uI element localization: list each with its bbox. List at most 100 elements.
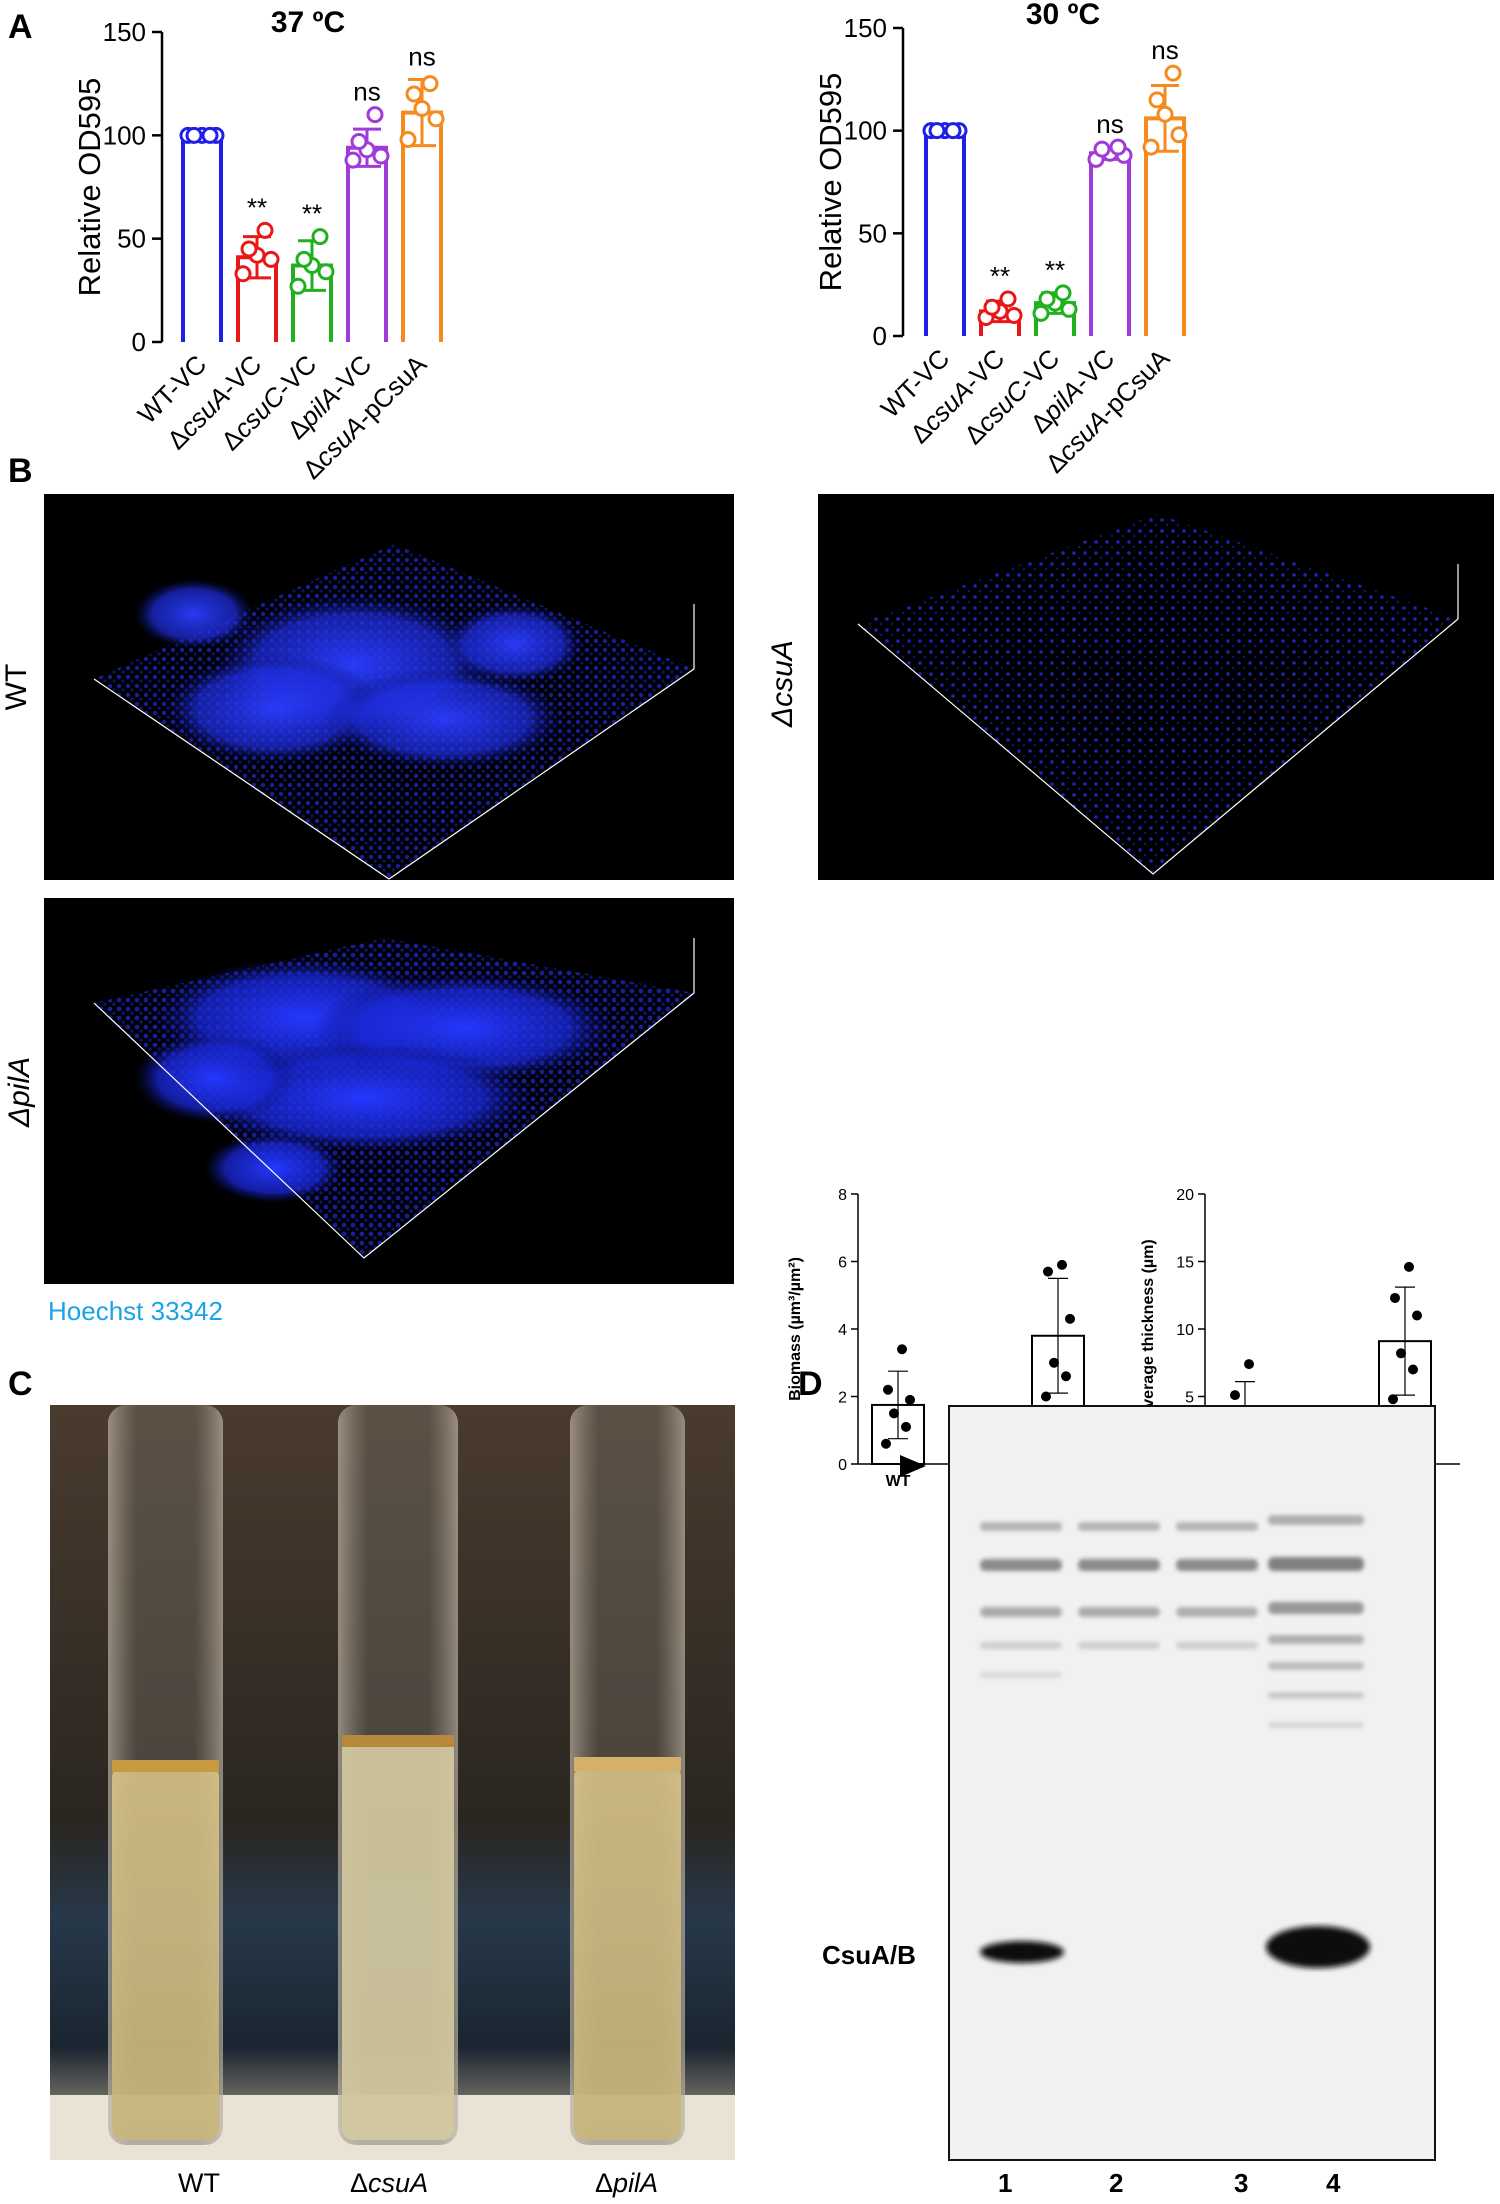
data-point (1244, 1359, 1254, 1370)
data-point (427, 110, 445, 128)
data-point (1054, 284, 1072, 302)
data-point (1148, 91, 1166, 109)
csua-band-label: CsuA/B (822, 1940, 916, 1970)
data-point (240, 240, 258, 258)
y-tick-label: 0 (873, 321, 887, 351)
y-axis-label: Average thickness (µm) (1140, 1239, 1157, 1418)
y-axis-label: Biomass (µm³/µm²) (787, 1257, 804, 1401)
y-axis-label: Relative OD595 (72, 78, 107, 297)
data-point (1032, 304, 1050, 322)
data-point (1412, 1310, 1422, 1321)
data-point (256, 221, 274, 239)
y-tick-label: 6 (838, 1255, 847, 1272)
y-axis-label: Relative OD595 (813, 73, 848, 292)
row-label-wt: WT (0, 663, 33, 711)
data-point (1390, 1292, 1400, 1303)
western-blot (948, 1405, 1436, 2161)
data-point (234, 265, 252, 283)
y-tick-label: 0 (838, 1457, 847, 1474)
data-point (350, 133, 368, 151)
data-point (1408, 1364, 1418, 1375)
data-point (1142, 138, 1160, 156)
significance-label: ns (353, 77, 380, 107)
y-tick-label: 50 (858, 218, 887, 248)
data-point (421, 75, 439, 93)
y-tick-label: 100 (844, 116, 887, 146)
panel-letter-a: A (8, 8, 33, 46)
y-tick-label: 20 (1176, 1187, 1194, 1204)
data-point (1005, 306, 1023, 324)
data-point (881, 1438, 891, 1449)
data-point (185, 126, 203, 144)
data-point (1170, 126, 1188, 144)
data-point (999, 290, 1017, 308)
data-point (311, 228, 329, 246)
y-tick-label: 8 (838, 1187, 847, 1204)
data-point (983, 298, 1001, 316)
lane-number-1: 1 (998, 2168, 1013, 2198)
data-point (1404, 1261, 1414, 1272)
lane-number-4: 4 (1326, 2168, 1341, 2198)
lane-number-2: 2 (1109, 2168, 1124, 2198)
data-point (289, 277, 307, 295)
data-point (1043, 1266, 1053, 1277)
panel-letter-c: C (8, 1365, 33, 1403)
micrograph-wt-image (93, 544, 695, 880)
data-point (1057, 1259, 1067, 1270)
data-point (1041, 1391, 1051, 1402)
tube-label-csua: ΔcsuA (350, 2168, 429, 2198)
y-tick-label: 150 (844, 13, 887, 43)
lane-number-3: 3 (1234, 2168, 1249, 2198)
micrograph-csua (818, 494, 1494, 880)
data-point (413, 99, 431, 117)
significance-label: ** (247, 192, 267, 222)
y-tick-label: 150 (103, 17, 146, 47)
y-tick-label: 15 (1176, 1255, 1194, 1272)
significance-label: ** (1045, 255, 1065, 285)
data-point (1388, 1394, 1398, 1405)
data-point (1065, 1313, 1075, 1324)
data-point (1093, 140, 1111, 158)
data-point (905, 1394, 915, 1405)
y-tick-label: 50 (117, 224, 146, 254)
chart-title: 30 ºC (1026, 0, 1100, 31)
significance-label: ns (408, 42, 435, 72)
tube-photo-image (50, 1405, 735, 2160)
data-point (295, 250, 313, 268)
data-point (405, 85, 423, 103)
micrograph-pila-image (93, 938, 695, 1259)
significance-label: ** (990, 261, 1010, 291)
micrograph-csua-image (857, 514, 1459, 875)
data-point (1038, 290, 1056, 308)
y-tick-label: 4 (838, 1322, 847, 1339)
data-point (883, 1384, 893, 1395)
significance-label: ns (1096, 109, 1123, 139)
data-point (901, 1421, 911, 1432)
tube-photo (50, 1405, 735, 2160)
y-tick-label: 10 (1176, 1322, 1194, 1339)
data-point (944, 122, 962, 140)
micrograph-wt (44, 494, 734, 880)
data-point (1164, 64, 1182, 82)
bar (346, 145, 388, 342)
stain-label: Hoechst 33342 (48, 1296, 223, 1326)
micrograph-pila (44, 898, 734, 1284)
western-blot-image (980, 1515, 1370, 1968)
data-point (399, 130, 417, 148)
y-tick-label: 5 (1185, 1390, 1194, 1407)
data-point (889, 1408, 899, 1419)
panel-letter-b: B (8, 452, 33, 490)
data-point (928, 122, 946, 140)
y-tick-label: 2 (838, 1390, 847, 1407)
row-label-pila: ΔpilA (3, 1056, 36, 1127)
significance-label: ** (302, 199, 322, 229)
data-point (1109, 138, 1127, 156)
data-point (366, 106, 384, 124)
data-point (897, 1344, 907, 1355)
data-point (317, 263, 335, 281)
chart-title: 37 ºC (271, 6, 345, 39)
panel-letter-d: D (798, 1365, 823, 1403)
bar (924, 128, 966, 336)
row-label-csua: ΔcsuA (766, 640, 799, 727)
